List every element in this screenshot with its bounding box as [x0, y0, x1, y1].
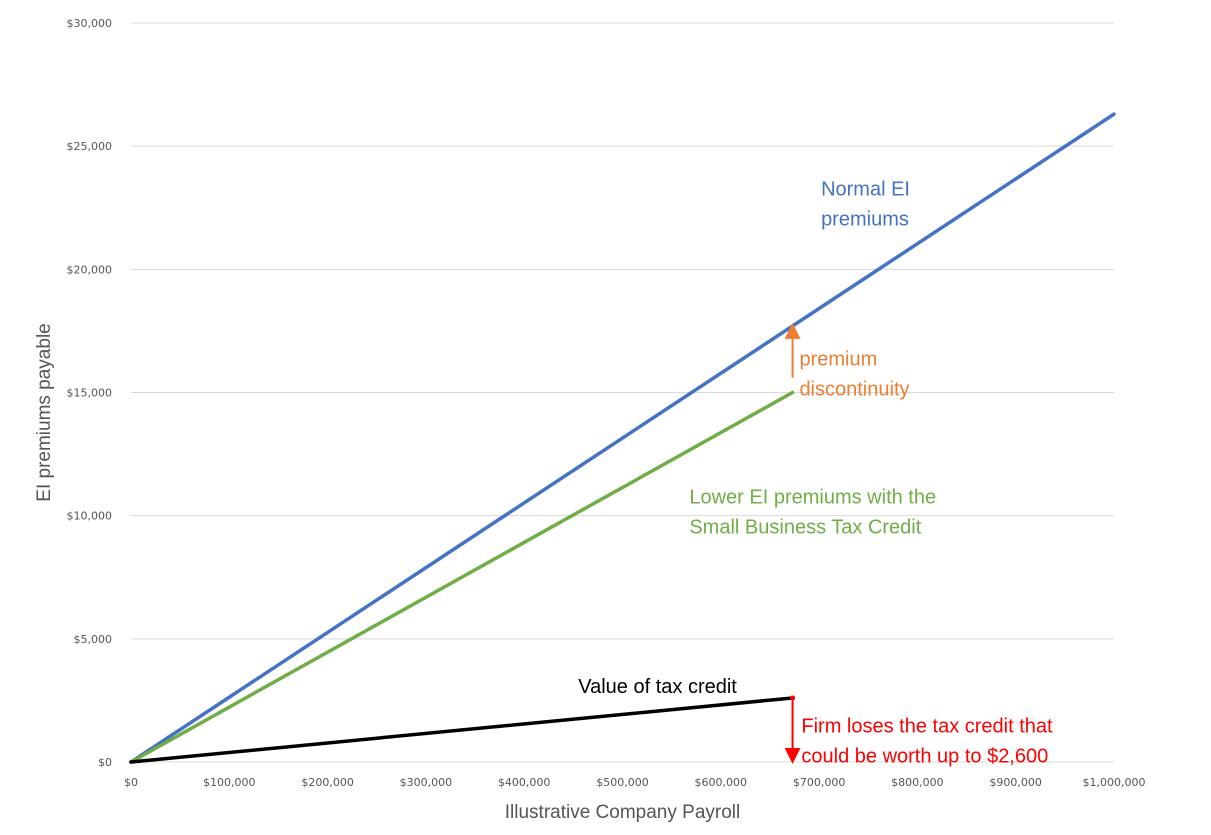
annotation-3: Value of tax credit [578, 676, 737, 698]
x-tick-label: $700,000 [793, 776, 846, 789]
gridlines [131, 22, 1114, 763]
y-tick-label: $20,000 [67, 263, 113, 276]
y-axis-ticks: $0 $5,000 $10,000 $15,000 $20,000 $25,000 $30,… [67, 17, 113, 769]
x-tick-label: $500,000 [596, 776, 649, 789]
y-tick-label: $5,000 [74, 633, 113, 646]
annotation-2: Lower EI premiums with the Small Business… [689, 486, 936, 538]
x-tick-label: $900,000 [989, 776, 1042, 789]
annotation-0: Normal EI premiums [821, 178, 910, 230]
annotations: Normal EI premiums premium discontinuity Low… [578, 178, 1053, 767]
x-tick-label: $200,000 [301, 776, 354, 789]
series-line-0 [129, 112, 1116, 764]
annotation-4: Firm loses the tax credit that could be w… [801, 715, 1053, 767]
series-line-1 [129, 390, 795, 764]
x-tick-label: $1,000,000 [1083, 776, 1146, 789]
y-tick-label: $30,000 [67, 17, 113, 30]
series-line-2 [129, 696, 795, 764]
annotation-1: premium discontinuity [799, 348, 909, 400]
y-tick-label: $15,000 [67, 387, 113, 400]
series-lines [129, 112, 1116, 764]
x-tick-label: $0 [124, 776, 138, 789]
x-tick-label: $800,000 [891, 776, 944, 789]
arrows [784, 322, 801, 764]
x-tick-label: $600,000 [695, 776, 748, 789]
y-tick-label: $25,000 [67, 140, 113, 153]
x-tick-label: $400,000 [498, 776, 551, 789]
x-axis-ticks: $0 $100,000 $200,000 $300,000 $400,000 $500,0… [124, 776, 1145, 789]
tax-credit-endpoint [790, 695, 796, 701]
x-tick-label: $100,000 [203, 776, 256, 789]
y-tick-label: $0 [98, 756, 112, 769]
y-axis-title: EI premiums payable [34, 323, 55, 501]
y-tick-label: $10,000 [67, 510, 113, 523]
x-axis-title: Illustrative Company Payroll [505, 802, 740, 823]
x-tick-label: $300,000 [400, 776, 453, 789]
